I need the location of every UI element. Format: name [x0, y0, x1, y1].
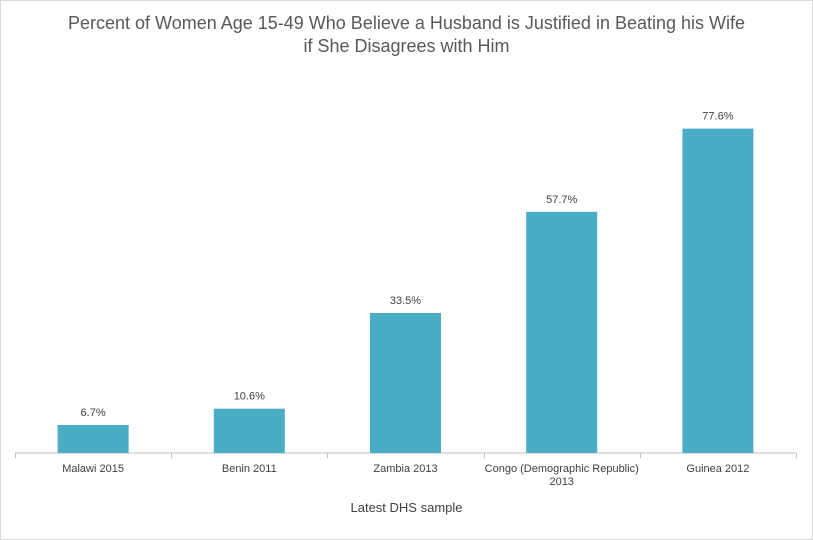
- chart-title-line-1: Percent of Women Age 15-49 Who Believe a…: [67, 13, 746, 33]
- data-label: 10.6%: [234, 391, 265, 403]
- x-tick-label: 2013: [549, 476, 573, 488]
- x-tick-label: Zambia 2013: [373, 463, 437, 475]
- data-label: 57.7%: [546, 194, 577, 206]
- chart-title: Percent of Women Age 15-49 Who Believe a…: [0, 12, 813, 58]
- x-tick-label: Guinea 2012: [686, 463, 749, 475]
- bar: [682, 128, 754, 453]
- chart-title-line-2: if She Disagrees with Him: [303, 36, 510, 56]
- data-label: 6.7%: [81, 407, 106, 419]
- x-tick-label: Benin 2011: [222, 463, 277, 475]
- bar: [57, 424, 129, 453]
- data-label: 77.6%: [702, 111, 733, 123]
- x-axis-title: Latest DHS sample: [350, 500, 463, 515]
- x-tick-label: Malawi 2015: [62, 463, 124, 475]
- data-label: 33.5%: [390, 295, 421, 307]
- bar: [526, 211, 598, 453]
- bar: [370, 312, 441, 453]
- x-tick-label: Congo (Demographic Republic): [485, 463, 639, 475]
- bar: [213, 408, 285, 453]
